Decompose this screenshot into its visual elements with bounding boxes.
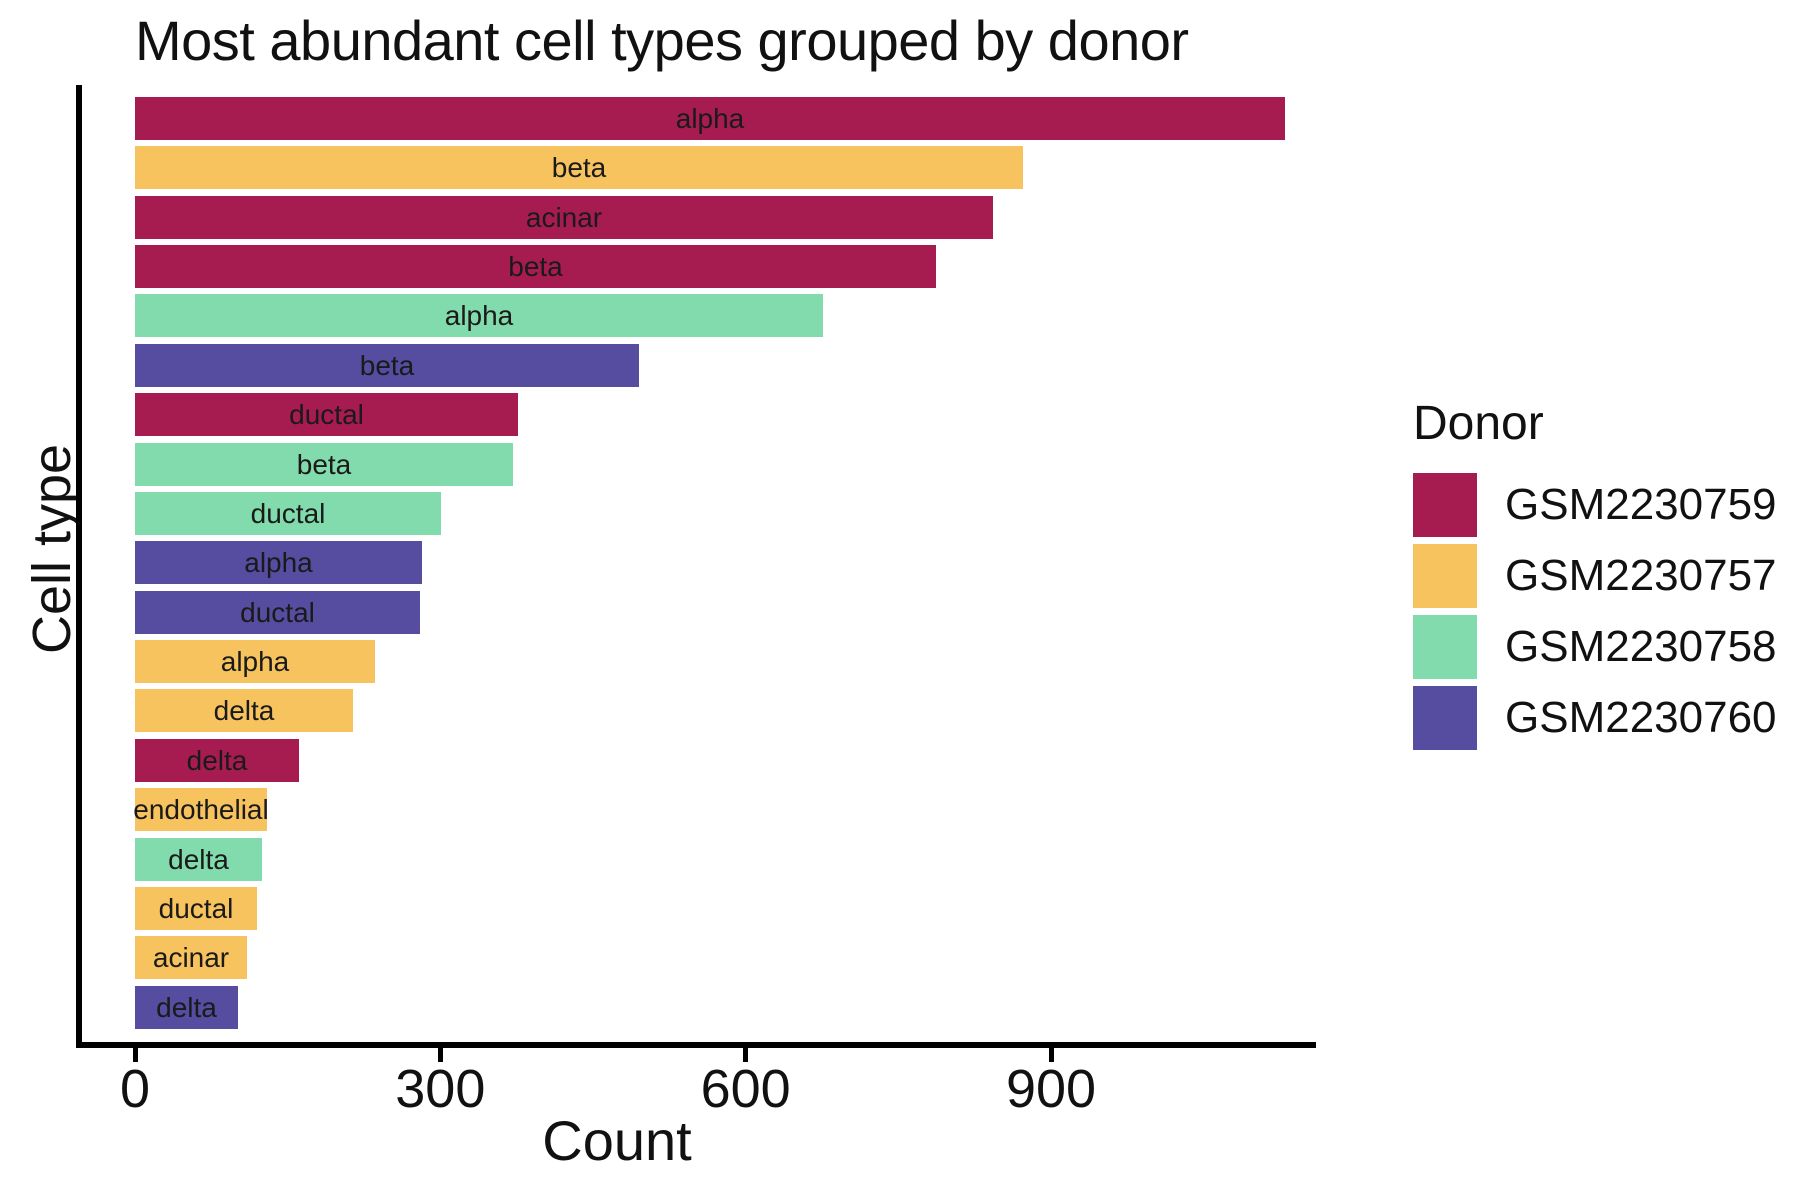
legend-entry-GSM2230758: GSM2230758 [1413, 615, 1777, 679]
x-tick-mark [1048, 1048, 1054, 1062]
x-tick-label: 300 [395, 1059, 486, 1119]
bar-label: alpha [675, 103, 745, 134]
bar-ductal-GSM2230759: ductal [135, 393, 518, 437]
bar-alpha-GSM2230757: alpha [135, 640, 375, 684]
bar-label: delta [213, 695, 275, 727]
legend-label: GSM2230760 [1505, 693, 1777, 742]
legend: Donor GSM2230759 GSM2230757 GSM2230758 GSM2… [1413, 396, 1777, 757]
bar-label: delta [186, 744, 248, 776]
bar-delta-GSM2230758: delta [135, 837, 262, 881]
bar-label: delta [168, 843, 229, 875]
bar-acinar-GSM2230759: acinar [135, 195, 993, 239]
bar-endothelial-GSM2230757: endothelial [133, 788, 269, 832]
x-tick-label: 900 [1005, 1059, 1097, 1119]
legend-entry-GSM2230759: GSM2230759 [1413, 473, 1777, 537]
chart-title: Most abundant cell types grouped by dono… [135, 9, 1189, 72]
legend-entries: GSM2230759 GSM2230757 GSM2230758 GSM2230760 [1413, 473, 1777, 750]
bar-beta-GSM2230758: beta [135, 442, 513, 486]
bar-label: ductal [250, 497, 326, 529]
legend-label: GSM2230759 [1505, 480, 1777, 529]
bar-label: beta [296, 448, 352, 480]
bar-ductal-GSM2230760: ductal [135, 590, 420, 634]
legend-label: GSM2230757 [1505, 551, 1777, 600]
bar-alpha-GSM2230759: alpha [135, 97, 1285, 140]
bar-label: ductal [289, 399, 364, 431]
bar-label: acinar [152, 942, 230, 974]
bar-alpha-GSM2230760: alpha [135, 541, 422, 585]
y-axis-label: Cell type [22, 443, 82, 655]
x-axis-label: Count [542, 1109, 692, 1172]
bar-alpha-GSM2230758: alpha [135, 294, 823, 338]
x-tick-label: 600 [700, 1059, 791, 1119]
bar-label: alpha [220, 646, 290, 678]
bar-label: beta [359, 349, 415, 381]
bar-delta-GSM2230760: delta [135, 985, 238, 1029]
x-tick-mark [132, 1048, 138, 1062]
bar-beta-GSM2230759: beta [135, 245, 936, 289]
bar-beta-GSM2230757: beta [135, 146, 1023, 190]
legend-swatch [1413, 473, 1477, 537]
bar-delta-GSM2230759: delta [135, 738, 299, 782]
legend-swatch [1413, 686, 1477, 750]
bar-label: acinar [525, 201, 603, 233]
legend-swatch [1413, 615, 1477, 679]
bar-ductal-GSM2230757: ductal [135, 886, 257, 930]
legend-entry-GSM2230760: GSM2230760 [1413, 686, 1777, 750]
bar-label: delta [156, 991, 217, 1023]
x-tick-mark [743, 1048, 749, 1062]
bar-delta-GSM2230757: delta [135, 689, 353, 733]
x-tick-label: 0 [119, 1059, 151, 1119]
bar-ductal-GSM2230758: ductal [135, 491, 441, 535]
bar-label: beta [508, 251, 563, 283]
plot-area: alpha beta acinar beta alpha beta ductal beta du… [76, 85, 1316, 1048]
bar-label: ductal [158, 892, 234, 924]
bar-label: beta [551, 152, 607, 184]
bar-label: alpha [444, 300, 514, 332]
legend-title: Donor [1413, 397, 1544, 450]
bar-label: alpha [244, 547, 313, 579]
bar-label: endothelial [133, 794, 269, 826]
legend-entry-GSM2230757: GSM2230757 [1413, 544, 1777, 608]
bar-beta-GSM2230760: beta [135, 343, 639, 387]
legend-label: GSM2230758 [1505, 622, 1777, 671]
bar-label: ductal [240, 596, 315, 628]
legend-swatch [1413, 544, 1477, 608]
x-tick-mark [437, 1048, 443, 1062]
bar-acinar-GSM2230757: acinar [135, 936, 247, 980]
